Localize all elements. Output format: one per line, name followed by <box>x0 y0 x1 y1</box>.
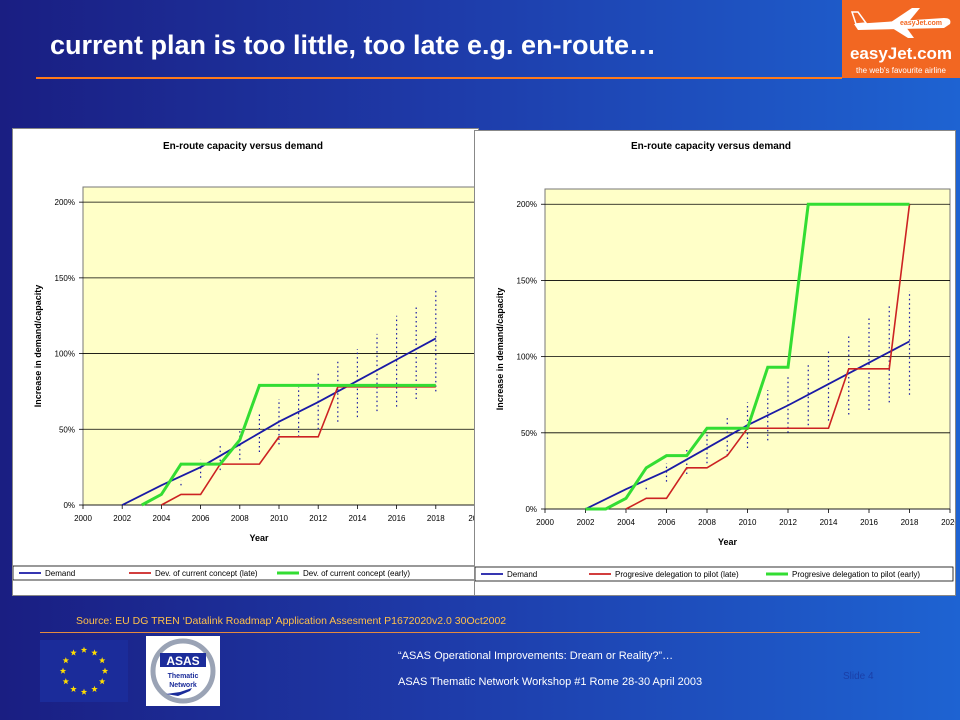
asas-logo: ASAS Thematic Network <box>146 636 220 706</box>
series-line-late <box>625 204 911 510</box>
x-tick-label: 2016 <box>860 518 878 527</box>
y-tick-label: 100% <box>517 353 537 362</box>
x-tick-label: 2020 <box>941 518 955 527</box>
x-tick-label: 2018 <box>901 518 919 527</box>
y-axis-label: Increase in demand/capacity <box>495 288 505 411</box>
x-tick-label: 2004 <box>617 518 635 527</box>
x-tick-label: 2016 <box>388 514 406 523</box>
legend-label: Dev. of current concept (late) <box>155 569 258 578</box>
x-tick-label: 2010 <box>739 518 757 527</box>
star-icon <box>62 657 70 664</box>
x-tick-label: 2006 <box>192 514 210 523</box>
x-tick-label: 2010 <box>270 514 288 523</box>
eu-flag-logo <box>40 640 128 702</box>
footer-quote: “ASAS Operational Improvements: Dream or… <box>398 650 674 662</box>
slide-title: current plan is too little, too late e.g… <box>50 30 657 60</box>
y-tick-label: 0% <box>525 505 537 514</box>
title-divider <box>36 77 842 79</box>
legend-label: Progresive delegation to pilot (late) <box>615 570 739 579</box>
star-icon <box>80 688 88 695</box>
legend-label: Demand <box>507 570 537 579</box>
asas-network-icon: ASAS Thematic Network <box>150 638 216 704</box>
star-icon <box>70 685 77 692</box>
y-tick-label: 200% <box>55 198 75 207</box>
legend-label: Dev. of current concept (early) <box>303 569 410 578</box>
x-tick-label: 2002 <box>577 518 595 527</box>
chart-panel-left: En-route capacity versus demand 0% 50% 100%… <box>12 128 482 596</box>
plot-area <box>544 188 951 510</box>
svg-text:Thematic: Thematic <box>168 673 199 680</box>
x-tick-label: 2008 <box>231 514 249 523</box>
footer-event: ASAS Thematic Network Workshop #1 Rome 2… <box>398 676 703 688</box>
x-tick-label: 2014 <box>820 518 838 527</box>
footer-divider <box>40 632 920 633</box>
logo-tagline: the web's favourite airline <box>855 66 947 75</box>
chart-right: En-route capacity versus demand 0% 50% 100%… <box>474 141 959 582</box>
svg-text:ASAS: ASAS <box>166 654 199 668</box>
y-tick-label: 0% <box>63 501 75 510</box>
legend-label: Progresive delegation to pilot (early) <box>792 570 920 579</box>
x-axis-label: Year <box>718 537 738 547</box>
series-line-demand <box>121 337 437 506</box>
svg-text:Network: Network <box>169 682 197 689</box>
y-tick-label: 150% <box>55 274 75 283</box>
x-tick-label: 2000 <box>74 514 92 523</box>
x-tick-label: 2012 <box>309 514 327 523</box>
x-tick-label: 2000 <box>536 518 554 527</box>
star-icon <box>62 678 70 685</box>
legend-box <box>474 566 954 582</box>
x-axis-label: Year <box>249 533 269 543</box>
y-tick-label: 100% <box>55 350 75 359</box>
x-tick-label: 2006 <box>658 518 676 527</box>
star-icon <box>59 667 67 674</box>
y-tick-label: 50% <box>521 429 537 438</box>
easyjet-logo: easyJet.com easyJet.com the web's favour… <box>842 0 960 78</box>
x-tick-label: 2008 <box>698 518 716 527</box>
airplane-icon: easyJet.com <box>850 8 951 38</box>
star-icon <box>80 646 88 653</box>
x-tick-label: 2018 <box>427 514 445 523</box>
logo-brand: easyJet.com <box>849 44 953 63</box>
y-tick-label: 200% <box>517 200 537 209</box>
star-icon <box>91 685 98 692</box>
x-tick-label: 2014 <box>349 514 367 523</box>
star-icon <box>91 649 98 656</box>
series-line-late <box>161 386 436 506</box>
x-tick-label: 2012 <box>779 518 797 527</box>
x-tick-label: 2004 <box>153 514 171 523</box>
series-line-early <box>585 202 910 511</box>
svg-text:easyJet.com: easyJet.com <box>900 20 942 27</box>
y-axis-label: Increase in demand/capacity <box>33 285 43 408</box>
star-icon <box>98 657 106 664</box>
slide-number: Slide 4 <box>843 671 874 682</box>
chart-panel-right: En-route capacity versus demand 0% 50% 100%… <box>474 130 959 596</box>
chart-title: En-route capacity versus demand <box>631 141 791 152</box>
series-line-early <box>141 383 436 507</box>
chart-left: En-route capacity versus demand 0% 50% 100%… <box>12 141 482 581</box>
y-tick-label: 150% <box>517 276 537 285</box>
plot-area <box>82 186 476 506</box>
y-tick-label: 50% <box>59 425 75 434</box>
star-icon <box>101 667 109 674</box>
chart-title: En-route capacity versus demand <box>163 141 323 152</box>
eu-stars-icon <box>59 646 109 695</box>
source-note: Source: EU DG TREN ‘Datalink Roadmap’ Ap… <box>76 615 507 627</box>
star-icon <box>98 678 106 685</box>
star-icon <box>70 649 77 656</box>
legend-label: Demand <box>45 569 75 578</box>
x-tick-label: 2002 <box>113 514 131 523</box>
